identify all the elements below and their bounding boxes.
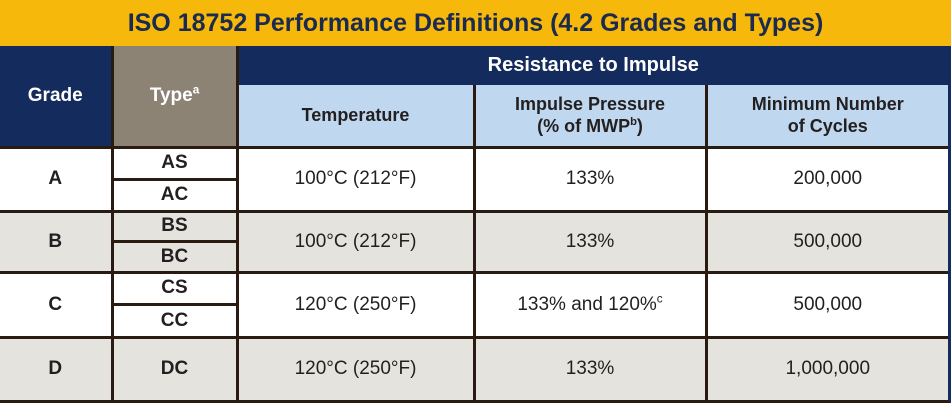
grade-b-cell: B	[0, 209, 114, 274]
temperature-cell-c: 120°C (250°F)	[235, 270, 476, 339]
col-header-resistance-to-impulse: Resistance to Impulse	[235, 46, 949, 85]
type-bc-cell: BC	[110, 239, 239, 274]
table-row-grade-a-2: AC	[0, 177, 948, 213]
type-cs-cell: CS	[110, 270, 239, 306]
table-row-grade-c-2: CC	[0, 302, 948, 339]
col-header-min-cycles: Minimum Number of Cycles	[704, 85, 949, 149]
header-row-sub: Temperature Impulse Pressure (% of MWPb)…	[0, 85, 949, 149]
table-row-grade-c: C CS 120°C (250°F) 133% and 120%c 500,00…	[0, 270, 949, 339]
min-cycles-cell-a: 200,000	[704, 145, 949, 213]
grades-table-wrapper: Grade Typea Resistance to Impulse Temper…	[0, 46, 951, 403]
table-row-grade-b-2: BC	[0, 239, 948, 274]
table-row-grade-d: D DC 120°C (250°F) 133% 1,000,000	[0, 335, 949, 400]
impulse-pressure-line2: (% of MWPb)	[537, 116, 643, 137]
table-row-grade-b: B BS 100°C (212°F) 133% 500,000	[0, 209, 949, 274]
header-row-group: Grade Typea Resistance to Impulse	[0, 46, 949, 149]
min-cycles-line1: Minimum Number	[751, 93, 904, 114]
type-bs-cell: BS	[110, 209, 239, 243]
footnote-marker-c: c	[656, 292, 663, 306]
footnote-marker-b: b	[630, 116, 637, 129]
table-row-grade-a: A AS 100°C (212°F) 133% 200,000	[0, 145, 949, 213]
impulse-pressure-cell-a: 133%	[472, 145, 708, 213]
grade-d-cell: D	[0, 335, 114, 400]
min-cycles-cell-b: 500,000	[704, 209, 949, 274]
temperature-cell-a: 100°C (212°F)	[235, 145, 476, 213]
type-as-cell: AS	[110, 145, 239, 181]
type-dc-cell: DC	[110, 335, 239, 400]
type-label: Type	[149, 84, 193, 106]
min-cycles-cell-d: 1,000,000	[704, 335, 949, 400]
col-header-type: Typea	[110, 46, 239, 149]
grade-a-cell: A	[0, 145, 114, 213]
temperature-cell-d: 120°C (250°F)	[235, 335, 476, 400]
grades-and-types-table: Grade Typea Resistance to Impulse Temper…	[0, 46, 949, 400]
type-ac-cell: AC	[110, 177, 239, 213]
col-header-grade: Grade	[0, 46, 114, 149]
impulse-pressure-cell-c: 133% and 120%c	[472, 270, 708, 339]
col-header-temperature: Temperature	[237, 85, 476, 149]
min-cycles-cell-c: 500,000	[704, 270, 949, 339]
panel-title: ISO 18752 Performance Definitions (4.2 G…	[0, 0, 951, 46]
min-cycles-line2: of Cycles	[787, 116, 868, 137]
footnote-marker-a: a	[192, 83, 200, 97]
impulse-pressure-cell-b: 133%	[472, 209, 708, 274]
impulse-pressure-line1: Impulse Pressure	[514, 93, 666, 114]
type-cc-cell: CC	[110, 302, 239, 339]
impulse-pressure-cell-d: 133%	[472, 335, 708, 400]
temperature-cell-b: 100°C (212°F)	[235, 209, 476, 274]
col-header-impulse-pressure: Impulse Pressure (% of MWPb)	[472, 85, 708, 149]
grade-c-cell: C	[0, 270, 114, 339]
